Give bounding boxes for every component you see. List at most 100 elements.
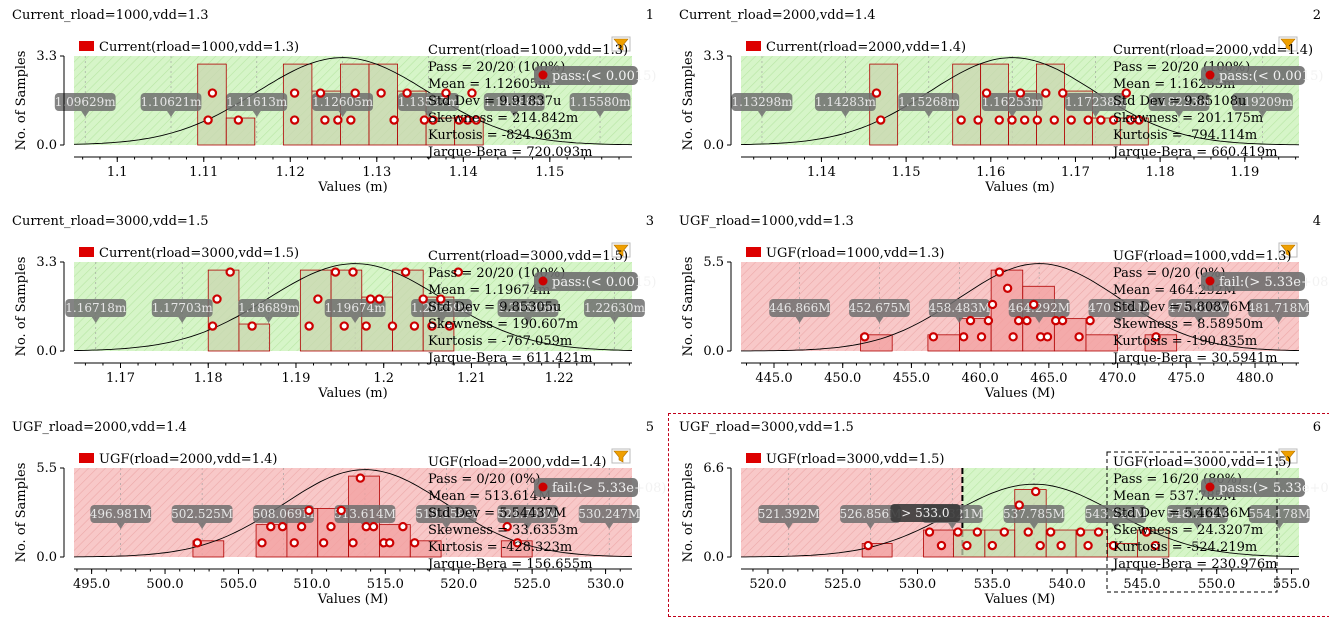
- sigma-tag[interactable]: 519.158M: [415, 505, 477, 529]
- sample-point[interactable]: [333, 115, 343, 125]
- sigma-tag[interactable]: 548.714M: [1167, 505, 1229, 529]
- sample-point[interactable]: [1007, 115, 1017, 125]
- sample-point[interactable]: [1141, 527, 1152, 537]
- sample-point[interactable]: [207, 321, 218, 331]
- sample-point[interactable]: [1031, 486, 1041, 497]
- sample-point[interactable]: [441, 88, 451, 98]
- sample-point[interactable]: [389, 115, 399, 125]
- sigma-tag[interactable]: 470.101M: [1088, 299, 1150, 323]
- sample-point[interactable]: [365, 294, 376, 304]
- histogram-bar[interactable]: [282, 63, 313, 146]
- sigma-tag[interactable]: 1.14588m: [484, 93, 546, 117]
- sample-point[interactable]: [976, 332, 987, 342]
- spec-limit-tag[interactable]: > 533.0: [890, 504, 961, 522]
- sample-point[interactable]: [462, 115, 473, 125]
- sample-point[interactable]: [1058, 88, 1068, 98]
- sample-point[interactable]: [315, 88, 326, 98]
- sigma-tag[interactable]: 1.09629m: [55, 93, 117, 117]
- sigma-tag[interactable]: 475.910M: [1168, 299, 1230, 323]
- sigma-tag[interactable]: 508.069M: [253, 505, 315, 529]
- sample-point[interactable]: [958, 332, 969, 342]
- sigma-tag[interactable]: 1.21645m: [497, 299, 559, 323]
- sigma-tag[interactable]: 1.16253m: [982, 93, 1044, 117]
- spec-badge[interactable]: pass:(< 0.0015): [534, 272, 656, 291]
- sample-point[interactable]: [320, 115, 330, 125]
- sample-point[interactable]: [467, 88, 477, 98]
- sample-point[interactable]: [987, 540, 998, 551]
- filter-icon[interactable]: [1278, 242, 1298, 258]
- sample-point[interactable]: [1108, 115, 1119, 125]
- sigma-tag[interactable]: 464.292M: [1008, 299, 1070, 323]
- sample-point[interactable]: [1041, 88, 1051, 98]
- sample-point[interactable]: [1134, 115, 1144, 125]
- sample-point[interactable]: [987, 299, 998, 310]
- sample-point[interactable]: [1074, 332, 1084, 342]
- sample-point[interactable]: [289, 88, 300, 98]
- sample-point[interactable]: [409, 321, 420, 331]
- histogram-bar[interactable]: [368, 63, 398, 146]
- sample-point[interactable]: [512, 538, 523, 548]
- sample-point[interactable]: [471, 115, 481, 125]
- spec-badge[interactable]: fail:(> 5.33e+08): [534, 478, 667, 497]
- sample-point[interactable]: [233, 115, 244, 125]
- sample-point[interactable]: [277, 521, 288, 532]
- sample-point[interactable]: [973, 115, 983, 125]
- sample-point[interactable]: [247, 321, 257, 331]
- sample-point[interactable]: [994, 115, 1004, 125]
- sample-point[interactable]: [409, 538, 420, 548]
- sample-point[interactable]: [863, 540, 873, 551]
- sample-point[interactable]: [361, 521, 371, 532]
- sample-point[interactable]: [304, 321, 314, 331]
- sample-point[interactable]: [203, 115, 213, 125]
- sample-point[interactable]: [1022, 315, 1032, 326]
- sample-point[interactable]: [350, 88, 360, 98]
- sample-point[interactable]: [1057, 315, 1068, 326]
- sample-point[interactable]: [348, 267, 358, 277]
- sample-point[interactable]: [387, 321, 398, 331]
- sample-point[interactable]: [385, 538, 395, 548]
- sample-point[interactable]: [871, 88, 882, 98]
- sigma-tag[interactable]: 1.11613m: [226, 93, 288, 117]
- sample-point[interactable]: [962, 540, 972, 551]
- sigma-tag[interactable]: 496.981M: [90, 505, 152, 529]
- filter-icon[interactable]: [611, 448, 631, 464]
- histogram-panel[interactable]: UGF_rload=3000,vdd=1.5 6 521.392M 526.856M 5…: [667, 412, 1329, 618]
- sigma-tag[interactable]: 524.703M: [497, 505, 559, 529]
- sigma-tag[interactable]: 1.20659m: [411, 299, 473, 323]
- spec-badge[interactable]: pass:(< 0.0015): [1201, 66, 1323, 85]
- filter-icon[interactable]: [1278, 36, 1298, 52]
- sample-point[interactable]: [400, 267, 411, 277]
- sigma-tag[interactable]: 1.16718m: [65, 299, 127, 323]
- sample-point[interactable]: [965, 315, 976, 326]
- sample-point[interactable]: [453, 267, 463, 277]
- sample-point[interactable]: [304, 505, 314, 516]
- sigma-tag[interactable]: 537.785M: [1003, 505, 1065, 529]
- sample-point[interactable]: [983, 315, 994, 326]
- sample-point[interactable]: [924, 527, 935, 537]
- filter-icon[interactable]: [611, 36, 631, 52]
- sample-point[interactable]: [1083, 115, 1093, 125]
- sigma-tag[interactable]: 1.22630m: [584, 299, 646, 323]
- sample-point[interactable]: [207, 88, 218, 98]
- sample-point[interactable]: [1032, 115, 1043, 125]
- sigma-tag[interactable]: 543.249M: [1085, 505, 1147, 529]
- histogram-panel[interactable]: UGF_rload=2000,vdd=1.4 5 496.981M 502.525M 5…: [0, 412, 667, 618]
- sample-point[interactable]: [339, 321, 349, 331]
- sample-point[interactable]: [999, 527, 1009, 537]
- sigma-tag[interactable]: 1.19209m: [1232, 93, 1294, 117]
- filter-icon[interactable]: [1278, 448, 1298, 464]
- sample-point[interactable]: [859, 332, 870, 342]
- sample-point[interactable]: [1019, 115, 1030, 125]
- sample-point[interactable]: [419, 115, 430, 125]
- sample-point[interactable]: [1002, 283, 1013, 293]
- sample-point[interactable]: [981, 88, 992, 98]
- sigma-tag[interactable]: 1.13298m: [731, 93, 793, 117]
- sample-point[interactable]: [1035, 540, 1045, 551]
- sample-point[interactable]: [1045, 527, 1056, 537]
- sample-point[interactable]: [318, 538, 329, 548]
- sigma-tag[interactable]: 1.12605m: [312, 93, 374, 117]
- sample-point[interactable]: [330, 267, 341, 277]
- sample-point[interactable]: [928, 332, 939, 342]
- histogram-panel[interactable]: Current_rload=1000,vdd=1.3 1 1.09629m 1.106…: [0, 0, 664, 206]
- sample-point[interactable]: [1008, 332, 1018, 342]
